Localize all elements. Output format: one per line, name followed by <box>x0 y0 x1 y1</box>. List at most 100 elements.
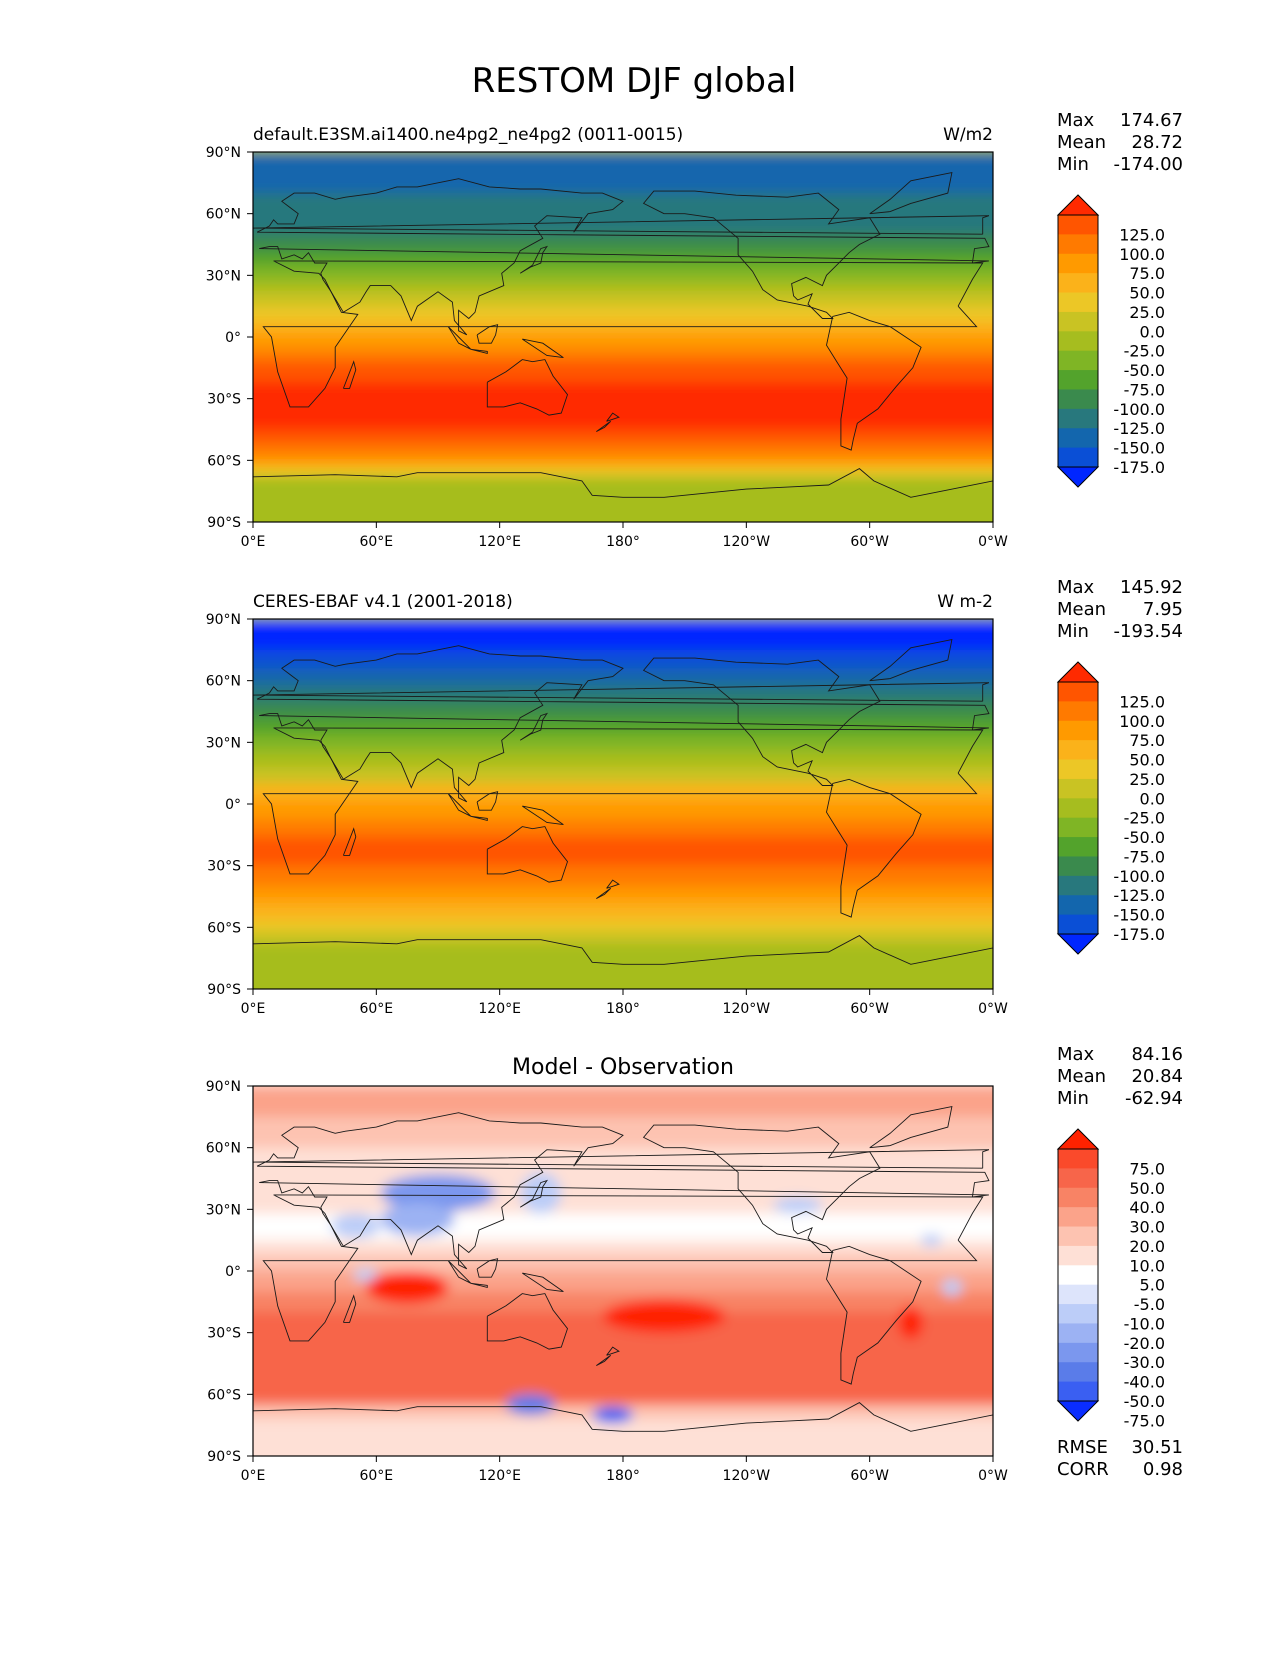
field-band <box>253 152 993 196</box>
coastline <box>606 879 620 889</box>
stat-value: 84.16 <box>1131 1044 1183 1065</box>
field-band <box>253 886 993 905</box>
coastline <box>256 178 990 336</box>
lon-tick-label: 120°W <box>723 534 771 550</box>
field-band <box>253 1419 993 1456</box>
field-band <box>253 717 993 737</box>
colorbar-bottom-extend <box>1056 466 1100 488</box>
colorbar-segment <box>1058 253 1098 274</box>
colorbar-segment <box>1058 1207 1098 1228</box>
lon-tick-label: 120°W <box>723 1001 771 1017</box>
anomaly-blob <box>353 1268 379 1282</box>
lon-tick-label: 180° <box>606 534 640 550</box>
anomaly-blob <box>941 1279 963 1296</box>
lat-tick-label: 30°S <box>207 1326 241 1342</box>
coastline <box>606 1346 620 1356</box>
coastline <box>342 360 357 389</box>
lon-tick-label: 120°E <box>478 1468 521 1484</box>
colorbar-top-extend <box>1056 661 1100 683</box>
colorbar-label: -5.0 <box>1134 1295 1165 1314</box>
coastline <box>522 1272 564 1293</box>
colorbar-label: -75.0 <box>1124 380 1165 399</box>
field-band <box>253 668 993 687</box>
colorbar-segment <box>1058 778 1098 799</box>
colorbar-outline <box>1057 681 1099 935</box>
coastline <box>596 420 612 433</box>
field-band <box>253 382 993 432</box>
lat-tick-label: 60°S <box>207 453 241 469</box>
field-band <box>253 250 993 268</box>
colorbar-segment <box>1058 1323 1098 1344</box>
lat-tick-label: 30°N <box>206 1202 241 1218</box>
colorbar-segment <box>1058 817 1098 838</box>
colorbar-segment <box>1058 1245 1098 1266</box>
colorbar-label: 20.0 <box>1129 1237 1165 1256</box>
coastline <box>476 324 499 344</box>
colorbar-segment <box>1058 837 1098 857</box>
lat-tick-label: 90°N <box>206 1079 241 1095</box>
coastlines <box>253 639 993 965</box>
panel-units: W/m2 <box>943 125 993 145</box>
field-bands <box>253 619 993 989</box>
colorbar-label: 50.0 <box>1129 284 1165 303</box>
field-band <box>253 684 993 704</box>
colorbar-segment <box>1058 1284 1098 1305</box>
field-band <box>253 361 993 385</box>
coastline <box>826 778 922 918</box>
colorbar-segment <box>1058 331 1098 352</box>
field-band <box>253 701 993 720</box>
colorbar-top-extend <box>1056 1128 1100 1150</box>
stat-value: 145.92 <box>1120 577 1183 598</box>
field-band <box>253 734 993 753</box>
field-band <box>253 750 993 769</box>
anomaly-blob <box>773 1197 823 1214</box>
coastline <box>253 215 990 235</box>
coastline <box>869 172 953 215</box>
coastline <box>253 1149 990 1169</box>
field-band <box>253 291 993 309</box>
field-band <box>253 649 993 671</box>
colorbar-segment <box>1058 292 1098 313</box>
anomaly-blob <box>592 1406 634 1424</box>
panel-units: W m-2 <box>937 592 993 612</box>
coastline <box>486 1293 569 1350</box>
stat-value: -193.54 <box>1114 621 1183 642</box>
colorbar: 75.050.040.030.020.010.05.0-5.0-10.0-20.… <box>1056 1128 1165 1430</box>
field-band <box>253 279 993 294</box>
coastline <box>253 468 993 498</box>
colorbar-label: 0.0 <box>1140 322 1165 341</box>
stat-label: Mean <box>1057 132 1106 153</box>
colorbar-label: -50.0 <box>1124 828 1165 847</box>
colorbar-label: 100.0 <box>1119 712 1165 731</box>
stat-value: 28.72 <box>1131 132 1183 153</box>
field-band <box>253 476 993 522</box>
coastline <box>253 1402 993 1432</box>
stat-value: 7.95 <box>1143 599 1183 620</box>
anomaly-blob <box>898 1305 924 1339</box>
lat-tick-label: 90°N <box>206 145 241 161</box>
lon-tick-label: 180° <box>606 1001 640 1017</box>
field-band <box>253 619 993 652</box>
anomaly-blob <box>602 1299 726 1333</box>
lat-tick-label: 0° <box>225 1264 241 1280</box>
field-band <box>253 919 993 934</box>
anomaly-blob <box>520 1172 562 1214</box>
coastline <box>470 815 488 821</box>
field-band <box>253 902 993 922</box>
field-band <box>253 783 993 802</box>
colorbar-bottom-extend <box>1056 1400 1100 1422</box>
stat-label: Max <box>1057 577 1095 598</box>
colorbar-label: -125.0 <box>1113 419 1165 438</box>
anomaly-blob <box>380 1174 496 1212</box>
colorbar-bottom-extend <box>1056 933 1100 955</box>
colorbar-label: -100.0 <box>1113 867 1165 886</box>
colorbar-label: -125.0 <box>1113 886 1165 905</box>
field-band <box>253 931 993 946</box>
lat-tick-label: 0° <box>225 797 241 813</box>
coastline <box>519 245 549 274</box>
coastline <box>476 1258 499 1278</box>
figure-title: RESTOM DJF global <box>472 61 797 101</box>
lat-tick-label: 90°S <box>207 982 241 998</box>
coastline <box>342 1294 357 1323</box>
